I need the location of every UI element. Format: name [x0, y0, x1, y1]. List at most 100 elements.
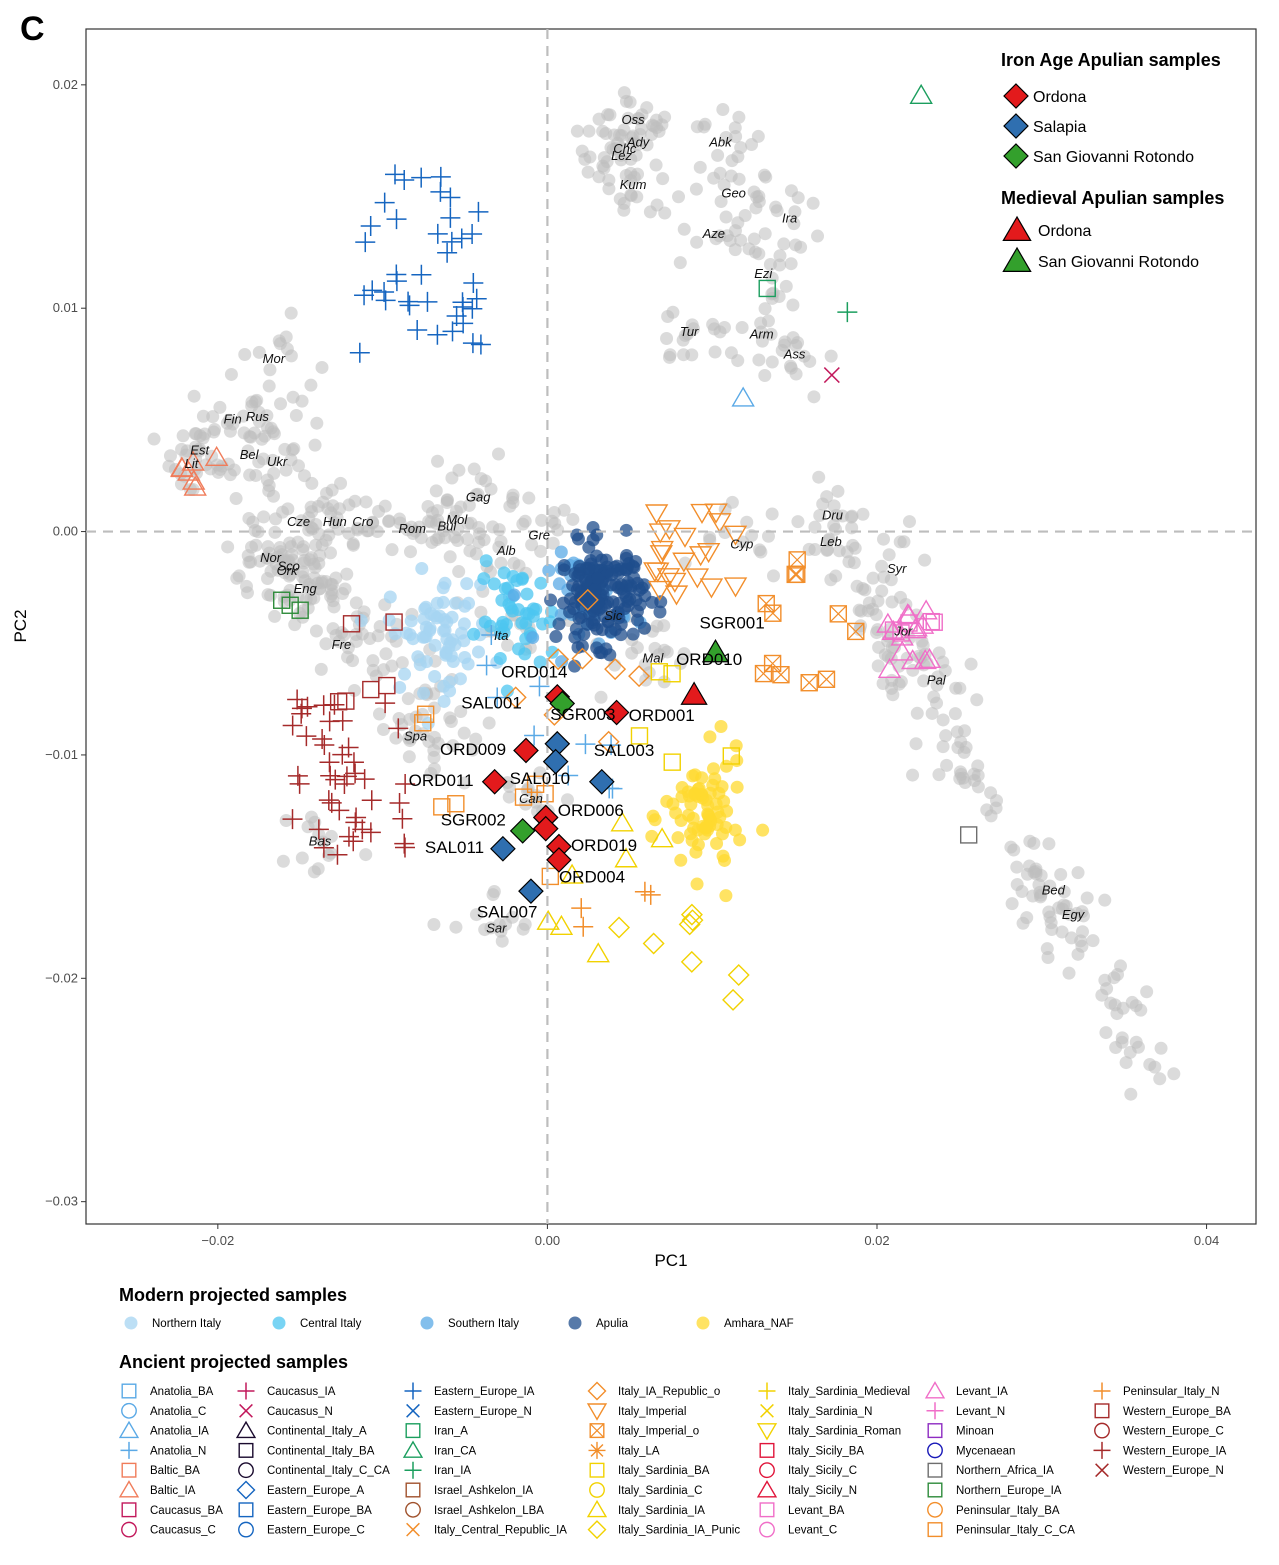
reference-point — [307, 865, 321, 879]
ancient-projected-point — [427, 223, 448, 244]
population-label: Kum — [620, 177, 647, 192]
ancient-projected-point — [876, 612, 900, 633]
reference-point — [766, 286, 780, 300]
population-label: Bel — [240, 447, 260, 462]
reference-point — [807, 390, 821, 404]
reference-point — [349, 596, 363, 610]
reference-point — [711, 148, 725, 162]
population-label: Alb — [496, 543, 516, 558]
ancient-projected-point — [727, 964, 750, 987]
population-label: Cyp — [730, 536, 753, 551]
population-label: Bed — [1042, 883, 1066, 898]
modern-point — [393, 680, 407, 694]
legend-ancient-marker — [121, 1521, 137, 1538]
legend-ancient-label: Eastern_Europe_BA — [267, 1505, 372, 1517]
legend-ancient-marker — [756, 1480, 778, 1498]
apulian-sample-ord011 — [481, 768, 508, 795]
ancient-projected-point — [504, 686, 527, 709]
reference-point — [273, 337, 287, 351]
reference-point — [403, 545, 417, 559]
reference-point — [761, 314, 775, 328]
ancient-projected-point — [847, 622, 865, 641]
reference-point — [673, 656, 687, 670]
reference-point — [602, 182, 616, 196]
reference-point — [147, 432, 161, 446]
modern-point — [626, 559, 640, 573]
modern-point — [605, 568, 619, 582]
ancient-projected-point — [327, 844, 348, 865]
modern-point — [699, 793, 713, 807]
reference-point — [314, 662, 328, 676]
reference-point — [902, 515, 916, 529]
reference-point — [492, 447, 506, 461]
modern-point — [707, 762, 721, 776]
reference-point — [1131, 1040, 1145, 1054]
legend-ancient-marker — [239, 1403, 253, 1418]
reference-point — [1029, 864, 1043, 878]
legend-ancient-marker — [120, 1441, 138, 1459]
legend-ancient-marker — [118, 1420, 140, 1439]
modern-point — [515, 616, 529, 630]
reference-point — [597, 161, 611, 175]
reference-point — [1042, 905, 1056, 919]
population-label: Egy — [1062, 907, 1086, 922]
reference-point — [295, 851, 309, 865]
reference-point — [469, 908, 483, 922]
modern-point — [388, 627, 402, 641]
reference-point — [457, 776, 471, 790]
reference-point — [1080, 891, 1094, 905]
reference-point — [486, 520, 500, 534]
legend-ancient-marker — [1094, 1403, 1110, 1419]
reference-point — [740, 515, 754, 529]
reference-point — [951, 741, 965, 755]
x-tick-label: −0.02 — [201, 1233, 234, 1248]
reference-point — [824, 349, 838, 363]
reference-point — [724, 169, 738, 183]
reference-point — [703, 530, 717, 544]
legend-iron-age-label: Salapia — [1033, 119, 1086, 136]
y-tick-label: −0.02 — [45, 970, 78, 985]
population-label: Oss — [622, 112, 646, 127]
ancient-projected-point — [481, 624, 502, 645]
reference-point — [617, 86, 631, 100]
reference-point — [971, 780, 985, 794]
legend-ancient-marker — [759, 1521, 775, 1538]
ancient-projected-point — [672, 552, 696, 573]
population-label: Cro — [352, 514, 373, 529]
reference-point — [906, 663, 920, 677]
reference-point — [932, 768, 946, 782]
ancient-projected-point — [657, 520, 682, 541]
ancient-projected-point — [731, 386, 755, 407]
reference-point — [876, 532, 890, 546]
modern-point — [595, 553, 609, 567]
modern-point — [437, 694, 451, 708]
legend-medieval-title: Medieval Apulian samples — [1001, 188, 1224, 208]
sample-label: SAL001 — [461, 693, 522, 712]
legend-ancient-marker — [758, 1382, 776, 1400]
reference-point — [266, 489, 280, 503]
sample-label: ORD011 — [409, 771, 474, 790]
reference-point — [269, 512, 283, 526]
reference-point — [163, 449, 177, 463]
reference-point — [305, 476, 319, 490]
reference-point — [271, 550, 285, 564]
modern-point — [563, 605, 577, 619]
reference-point — [261, 588, 275, 602]
reference-point — [401, 692, 415, 706]
ancient-projected-point — [345, 812, 366, 833]
reference-point — [779, 279, 793, 293]
reference-point — [502, 779, 516, 793]
reference-point — [621, 111, 635, 125]
reference-point — [545, 514, 559, 528]
legend-modern-marker — [124, 1316, 138, 1330]
legend-ancient-marker — [235, 1420, 257, 1439]
reference-point — [1045, 923, 1059, 937]
ancient-projected-point — [642, 932, 665, 955]
y-tick-label: −0.01 — [45, 747, 78, 762]
reference-point — [346, 654, 360, 668]
reference-point — [725, 154, 739, 168]
population-label: Ady — [626, 134, 651, 149]
modern-point — [413, 658, 427, 672]
x-axis-title: PC1 — [654, 1251, 687, 1270]
ancient-projected-point — [634, 881, 655, 902]
